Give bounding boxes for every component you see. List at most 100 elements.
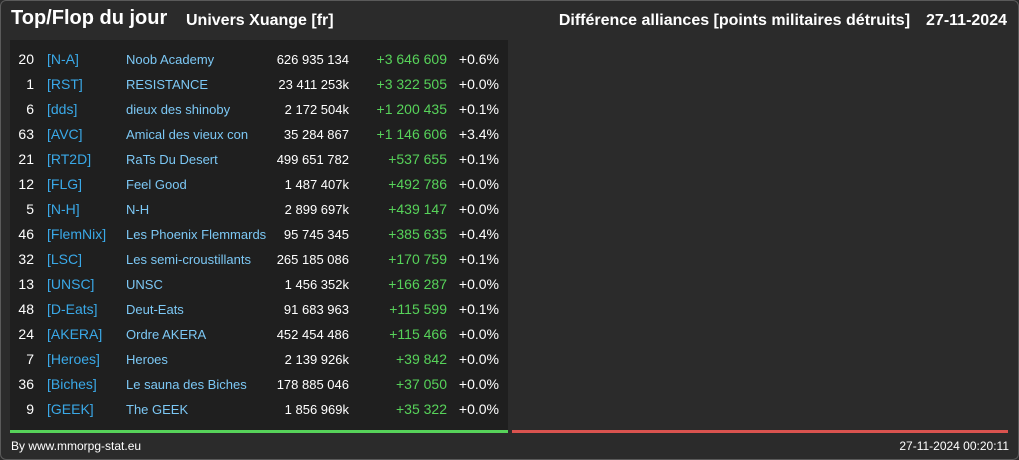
footer-timestamp: 27-11-2024 00:20:11 <box>899 439 1009 453</box>
alliance-name-link[interactable]: Feel Good <box>126 177 187 192</box>
table-row: 9 [GEEK] The GEEK 1 856 969k +35 322 +0.0% <box>10 397 508 422</box>
alliance-name-link[interactable]: Les semi-croustillants <box>126 252 251 267</box>
table-row: 12 [FLG] Feel Good 1 487 407k +492 786 +0.0% <box>10 172 508 197</box>
alliance-tag-link[interactable]: [LSC] <box>47 251 83 267</box>
table-row: 24 [AKERA] Ordre AKERA 452 454 486 +115 466 +… <box>10 322 508 347</box>
points-cell: 1 487 407k <box>284 177 349 192</box>
points-cell: 2 899 697k <box>284 202 349 217</box>
table-row: 13 [UNSC] UNSC 1 456 352k +166 287 +0.0% <box>10 272 508 297</box>
alliance-name-link[interactable]: Le sauna des Biches <box>126 377 247 392</box>
footer-credit: By www.mmorpg-stat.eu <box>11 439 142 453</box>
alliance-tag-link[interactable]: [N-A] <box>47 51 79 67</box>
alliance-tag-link[interactable]: [FLG] <box>47 176 83 192</box>
alliance-name-link[interactable]: N-H <box>126 202 150 217</box>
alliance-name-link[interactable]: Les Phoenix Flemmards <box>126 227 267 242</box>
points-cell: 499 651 782 <box>276 152 349 167</box>
diff-cell: +115 599 <box>389 301 447 317</box>
percent-cell: +0.0% <box>458 276 499 292</box>
table-row: 7 [Heroes] Heroes 2 139 926k +39 842 +0.0% <box>10 347 508 372</box>
alliance-tag-link[interactable]: [AVC] <box>47 126 83 142</box>
points-cell: 2 139 926k <box>284 352 349 367</box>
table-row: 63 [AVC] Amical des vieux con 35 284 867 +1 … <box>10 122 508 147</box>
diff-cell: +3 646 609 <box>376 51 447 67</box>
diff-cell: +3 322 505 <box>376 76 447 92</box>
alliance-tag-link[interactable]: [N-H] <box>47 201 80 217</box>
points-cell: 95 745 345 <box>283 227 349 242</box>
alliance-name-link[interactable]: RaTs Du Desert <box>126 152 218 167</box>
rank-cell: 20 <box>18 51 34 67</box>
alliance-name-link[interactable]: UNSC <box>126 277 163 292</box>
diff-cell: +170 759 <box>388 251 447 267</box>
percent-cell: +0.0% <box>458 176 499 192</box>
diff-cell: +35 322 <box>396 401 447 417</box>
points-cell: 35 284 867 <box>283 127 349 142</box>
flop-panel <box>512 40 1008 432</box>
rank-cell: 12 <box>18 176 34 192</box>
percent-cell: +0.0% <box>458 351 499 367</box>
flop-panel-bottom-bar <box>512 430 1008 433</box>
table-row: 36 [Biches] Le sauna des Biches 178 885 046… <box>10 372 508 397</box>
header-date: 27-11-2024 <box>926 12 1007 29</box>
page-title: Top/Flop du jour <box>11 7 168 29</box>
rank-cell: 48 <box>18 301 34 317</box>
percent-cell: +0.4% <box>458 226 499 242</box>
table-row: 48 [D-Eats] Deut-Eats 91 683 963 +115 599 +0.… <box>10 297 508 322</box>
table-row: 46 [FlemNix] Les Phoenix Flemmards 95 745 3… <box>10 222 508 247</box>
table-row: 21 [RT2D] RaTs Du Desert 499 651 782 +537 65… <box>10 147 508 172</box>
alliance-name-link[interactable]: Heroes <box>126 352 168 367</box>
percent-cell: +0.0% <box>458 376 499 392</box>
diff-cell: +439 147 <box>388 201 447 217</box>
alliance-tag-link[interactable]: [D-Eats] <box>47 301 98 317</box>
diff-cell: +115 466 <box>389 326 447 342</box>
alliance-name-link[interactable]: Amical des vieux con <box>126 127 249 142</box>
rank-cell: 7 <box>26 351 34 367</box>
rank-cell: 21 <box>18 151 34 167</box>
alliance-name-link[interactable]: RESISTANCE <box>126 77 209 92</box>
alliance-name-link[interactable]: The GEEK <box>126 402 189 417</box>
points-cell: 452 454 486 <box>276 327 349 342</box>
alliance-name-link[interactable]: Deut-Eats <box>126 302 184 317</box>
alliance-tag-link[interactable]: [AKERA] <box>47 326 103 342</box>
percent-cell: +3.4% <box>458 126 499 142</box>
table-row: 32 [LSC] Les semi-croustillants 265 185 086… <box>10 247 508 272</box>
percent-cell: +0.1% <box>458 151 499 167</box>
rank-cell: 5 <box>26 201 34 217</box>
alliance-tag-link[interactable]: [Heroes] <box>47 351 100 367</box>
table-row: 6 [dds] dieux des shinoby 2 172 504k +1 200 … <box>10 97 508 122</box>
alliance-tag-link[interactable]: [GEEK] <box>47 401 94 417</box>
points-cell: 1 456 352k <box>284 277 349 292</box>
percent-cell: +0.1% <box>458 101 499 117</box>
diff-cell: +1 146 606 <box>376 126 447 142</box>
points-cell: 2 172 504k <box>284 102 349 117</box>
alliance-tag-link[interactable]: [FlemNix] <box>47 226 107 242</box>
rank-cell: 24 <box>18 326 34 342</box>
points-cell: 626 935 134 <box>276 52 349 67</box>
percent-cell: +0.1% <box>458 301 499 317</box>
alliance-name-link[interactable]: Ordre AKERA <box>126 327 207 342</box>
alliance-tag-link[interactable]: [Biches] <box>47 376 97 392</box>
percent-cell: +0.0% <box>458 76 499 92</box>
alliance-tag-link[interactable]: [dds] <box>47 101 78 117</box>
rank-cell: 13 <box>18 276 34 292</box>
percent-cell: +0.0% <box>458 201 499 217</box>
diff-cell: +537 655 <box>388 151 447 167</box>
alliance-tag-link[interactable]: [RST] <box>47 76 83 92</box>
alliance-tag-link[interactable]: [UNSC] <box>47 276 95 292</box>
rank-cell: 1 <box>26 76 34 92</box>
points-cell: 23 411 253k <box>278 77 349 92</box>
diff-cell: +385 635 <box>388 226 447 242</box>
rank-cell: 32 <box>18 251 34 267</box>
rank-cell: 63 <box>18 126 34 142</box>
points-cell: 178 885 046 <box>276 377 349 392</box>
points-cell: 265 185 086 <box>276 252 349 267</box>
alliance-name-link[interactable]: Noob Academy <box>126 52 215 67</box>
alliance-name-link[interactable]: dieux des shinoby <box>126 102 231 117</box>
top-panel-bottom-bar <box>10 430 508 433</box>
top-panel <box>10 40 508 432</box>
alliance-tag-link[interactable]: [RT2D] <box>47 151 92 167</box>
points-cell: 91 683 963 <box>283 302 349 317</box>
universe-label: Univers Xuange [fr] <box>186 12 334 29</box>
rank-cell: 9 <box>26 401 34 417</box>
points-cell: 1 856 969k <box>284 402 349 417</box>
diff-cell: +492 786 <box>388 176 447 192</box>
